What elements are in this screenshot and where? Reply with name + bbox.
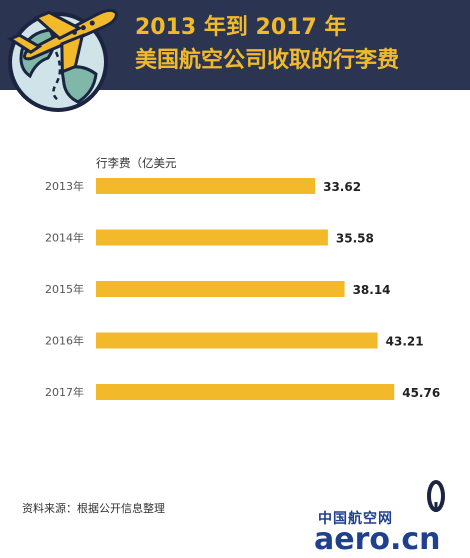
value-label: 45.76 [402, 386, 440, 400]
category-label: 2016年 [45, 334, 84, 348]
watermark-logo-icon [427, 480, 445, 512]
bar [96, 281, 345, 297]
watermark-cn: 中国航空网 [318, 511, 393, 527]
watermark: 中国航空网 aero.cn [310, 478, 470, 558]
bar-chart: 2013年 33.62 2014年 35.58 2015年 38.14 2016年 43.21… [45, 178, 440, 400]
chart-title-line2: 美国航空公司收取的行李费 [135, 48, 400, 73]
watermark-url: aero.cn [314, 522, 441, 557]
category-label: 2013年 [45, 179, 84, 193]
category-label: 2015年 [45, 282, 84, 296]
value-label: 43.21 [386, 335, 424, 349]
source-note: 资料来源：根据公开信息整理 [22, 502, 165, 515]
bar [96, 332, 378, 349]
airplane-globe-icon [6, 8, 118, 112]
value-label: 38.14 [353, 283, 391, 297]
bar [96, 229, 328, 246]
chart-title-line1: 2013 年到 2017 年 [135, 15, 347, 40]
category-label: 2017年 [45, 385, 84, 399]
value-label: 33.62 [323, 180, 361, 194]
category-label: 2014年 [45, 231, 84, 245]
axis-unit-label: 行李费（亿美元 [96, 156, 177, 170]
bar [96, 178, 316, 194]
header-banner: 2013 年到 2017 年 美国航空公司收取的行李费 [0, 0, 470, 112]
value-label: 35.58 [336, 232, 374, 246]
bar [96, 384, 395, 400]
